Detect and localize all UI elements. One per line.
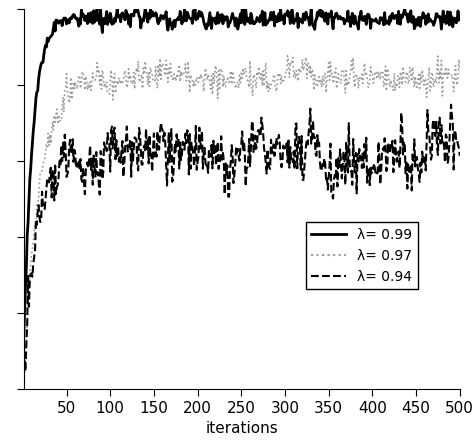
Legend: λ= 0.99, λ= 0.97, λ= 0.94: λ= 0.99, λ= 0.97, λ= 0.94 xyxy=(306,222,418,290)
X-axis label: iterations: iterations xyxy=(205,421,278,436)
